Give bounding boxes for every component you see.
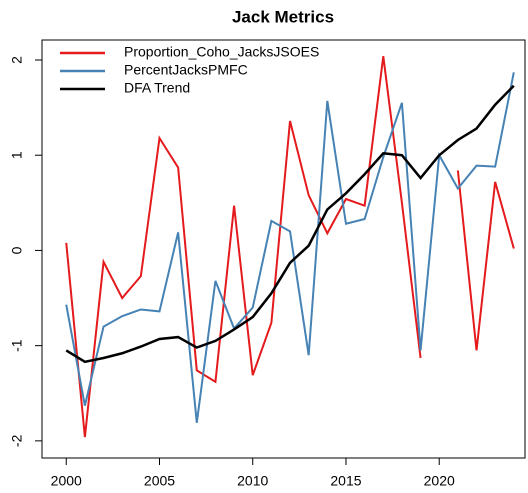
series-line <box>65 84 515 364</box>
legend-label: DFA Trend <box>124 80 190 96</box>
y-tick-label: 0 <box>9 246 25 254</box>
y-tick-label: -2 <box>9 434 25 447</box>
x-tick-label: 2000 <box>51 473 82 489</box>
x-tick-label: 2010 <box>237 473 268 489</box>
legend-label: PercentJacksPMFC <box>124 62 248 78</box>
x-tick-label: 2020 <box>424 473 455 489</box>
x-tick-label: 2005 <box>144 473 175 489</box>
series-line <box>65 56 515 438</box>
y-tick-label: -1 <box>9 339 25 352</box>
y-tick-label: 2 <box>9 56 25 64</box>
y-tick-label: 1 <box>9 151 25 159</box>
plot-frame <box>41 39 526 459</box>
chart-title: Jack Metrics <box>232 7 334 26</box>
legend-label: Proportion_Coho_JacksJSOES <box>124 44 319 60</box>
x-tick-label: 2015 <box>330 473 361 489</box>
